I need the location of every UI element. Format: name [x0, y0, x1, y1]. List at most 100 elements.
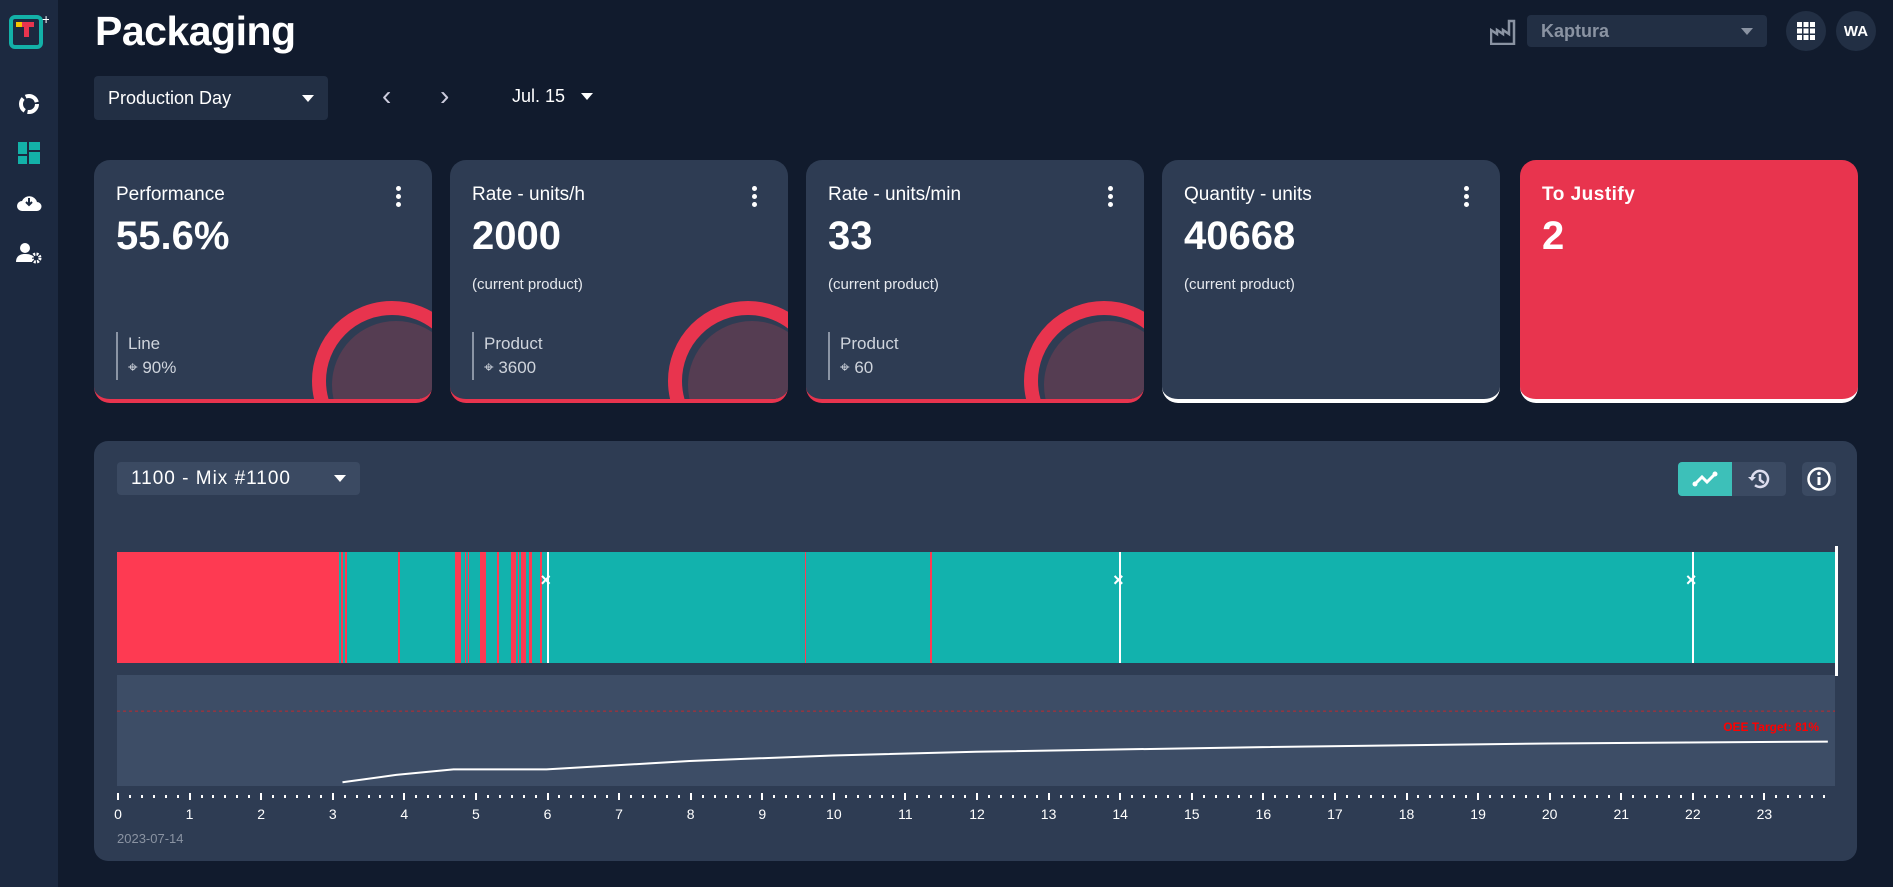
stop-segment[interactable]: [467, 552, 470, 663]
rate-minute-card[interactable]: Rate - units/min 33 (current product) Pr…: [806, 160, 1144, 403]
site-select[interactable]: Kaptura: [1527, 15, 1767, 47]
stop-segment[interactable]: [520, 552, 526, 663]
card-title: To Justify: [1542, 184, 1636, 205]
stop-segment[interactable]: [344, 552, 347, 663]
next-day-button[interactable]: ›: [440, 80, 450, 111]
axis-tick: [606, 795, 609, 798]
site-value: Kaptura: [1541, 20, 1610, 41]
history-icon: [1748, 469, 1770, 489]
date-select[interactable]: Jul. 15: [512, 86, 594, 107]
axis-tick: [1298, 795, 1301, 798]
more-options-icon[interactable]: [1464, 186, 1470, 210]
stop-segment[interactable]: [117, 552, 339, 663]
close-icon: ×: [1113, 570, 1124, 590]
axis-tick: [1226, 795, 1229, 798]
axis-tick-label: 21: [1613, 806, 1630, 822]
period-select[interactable]: Production Day: [94, 76, 328, 120]
to-justify-card[interactable]: To Justify 2: [1520, 160, 1858, 403]
stop-segment[interactable]: [517, 552, 520, 663]
stop-segment[interactable]: [398, 552, 400, 663]
axis-tick: [785, 795, 788, 798]
axis-tick: [653, 795, 656, 798]
axis-tick: [236, 795, 239, 798]
axis-tick: [880, 795, 883, 798]
axis-tick: [1644, 795, 1647, 798]
axis-tick: [1071, 795, 1074, 798]
axis-tick: [1286, 795, 1289, 798]
product-select[interactable]: 1100 - Mix #1100: [117, 462, 360, 495]
axis-tick: [200, 795, 203, 798]
axis-tick: [1524, 795, 1527, 798]
axis-tick: [1715, 795, 1718, 798]
period-value: Production Day: [108, 87, 232, 108]
card-value: 2: [1542, 214, 1565, 258]
prev-day-button[interactable]: ‹: [382, 80, 392, 111]
stop-segment[interactable]: [510, 552, 517, 663]
axis-tick: [1202, 795, 1205, 798]
axis-tick: [1214, 795, 1217, 798]
axis-tick-label: 1: [185, 806, 194, 822]
axis-tick: [1751, 795, 1754, 798]
axis-tick-label: 14: [1112, 806, 1128, 822]
axis-tick: [462, 795, 465, 798]
axis-tick-label: 18: [1398, 806, 1415, 822]
card-reference: Line ⌖ 90%: [116, 332, 176, 380]
axis-tick: [665, 795, 668, 798]
oee-ring-icon[interactable]: [14, 89, 44, 119]
event-marker[interactable]: ×: [1113, 552, 1124, 663]
quantity-card[interactable]: Quantity - units 40668 (current product): [1162, 160, 1500, 403]
stop-segment[interactable]: [479, 552, 486, 663]
stop-segment[interactable]: [341, 552, 343, 663]
dashboard-icon[interactable]: [14, 138, 44, 168]
stop-segment[interactable]: [464, 552, 467, 663]
axis-tick: [999, 795, 1002, 798]
page-title: Packaging: [95, 8, 296, 54]
event-marker[interactable]: ×: [541, 552, 551, 663]
user-avatar[interactable]: WA: [1836, 11, 1876, 51]
app-logo[interactable]: +: [9, 11, 50, 52]
axis-tick: [987, 795, 990, 798]
axis-tick-label: 11: [898, 806, 913, 822]
event-marker[interactable]: ×: [1686, 552, 1696, 663]
axis-tick: [1441, 795, 1444, 798]
axis-tick: [1310, 795, 1313, 798]
axis-tick: [164, 795, 167, 798]
axis-tick-label: 2: [257, 806, 266, 822]
stop-segment[interactable]: [540, 552, 542, 663]
axis-tick: [1047, 793, 1050, 800]
axis-tick: [1321, 795, 1324, 798]
cloud-download-icon[interactable]: [14, 187, 44, 217]
gauge-ring: [312, 301, 432, 399]
more-options-icon[interactable]: [1108, 186, 1114, 210]
apps-grid-button[interactable]: [1786, 11, 1826, 51]
stop-segment[interactable]: [497, 552, 499, 663]
stop-segment[interactable]: [930, 552, 932, 663]
reference-value: 3600: [498, 358, 537, 377]
user-settings-icon[interactable]: [14, 238, 44, 268]
axis-tick: [618, 793, 621, 800]
reference-label: Product: [840, 334, 899, 353]
more-options-icon[interactable]: [752, 186, 758, 210]
card-subtitle: (current product): [472, 276, 583, 293]
performance-card[interactable]: Performance 55.6% Line ⌖ 90%: [94, 160, 432, 403]
stop-segment[interactable]: [454, 552, 462, 663]
axis-tick: [630, 795, 632, 798]
trend-view-button[interactable]: [1678, 462, 1732, 496]
axis-tick: [1166, 795, 1169, 798]
stop-segment[interactable]: [804, 552, 807, 663]
state-timeline[interactable]: × × ×: [117, 552, 1837, 663]
axis-tick-label: 12: [969, 806, 985, 822]
axis-tick-label: 6: [543, 806, 552, 822]
more-options-icon[interactable]: [396, 186, 402, 210]
rate-hour-card[interactable]: Rate - units/h 2000 (current product) Pr…: [450, 160, 788, 403]
svg-text:+: +: [42, 12, 49, 27]
axis-tick: [820, 795, 823, 798]
info-button[interactable]: [1802, 462, 1836, 496]
stop-segment[interactable]: [528, 552, 533, 663]
history-view-button[interactable]: [1732, 462, 1786, 496]
axis-tick: [1238, 795, 1241, 798]
axis-tick: [1345, 795, 1348, 798]
axis-tick: [701, 795, 704, 798]
axis-tick: [212, 795, 215, 798]
axis-tick: [224, 795, 227, 798]
